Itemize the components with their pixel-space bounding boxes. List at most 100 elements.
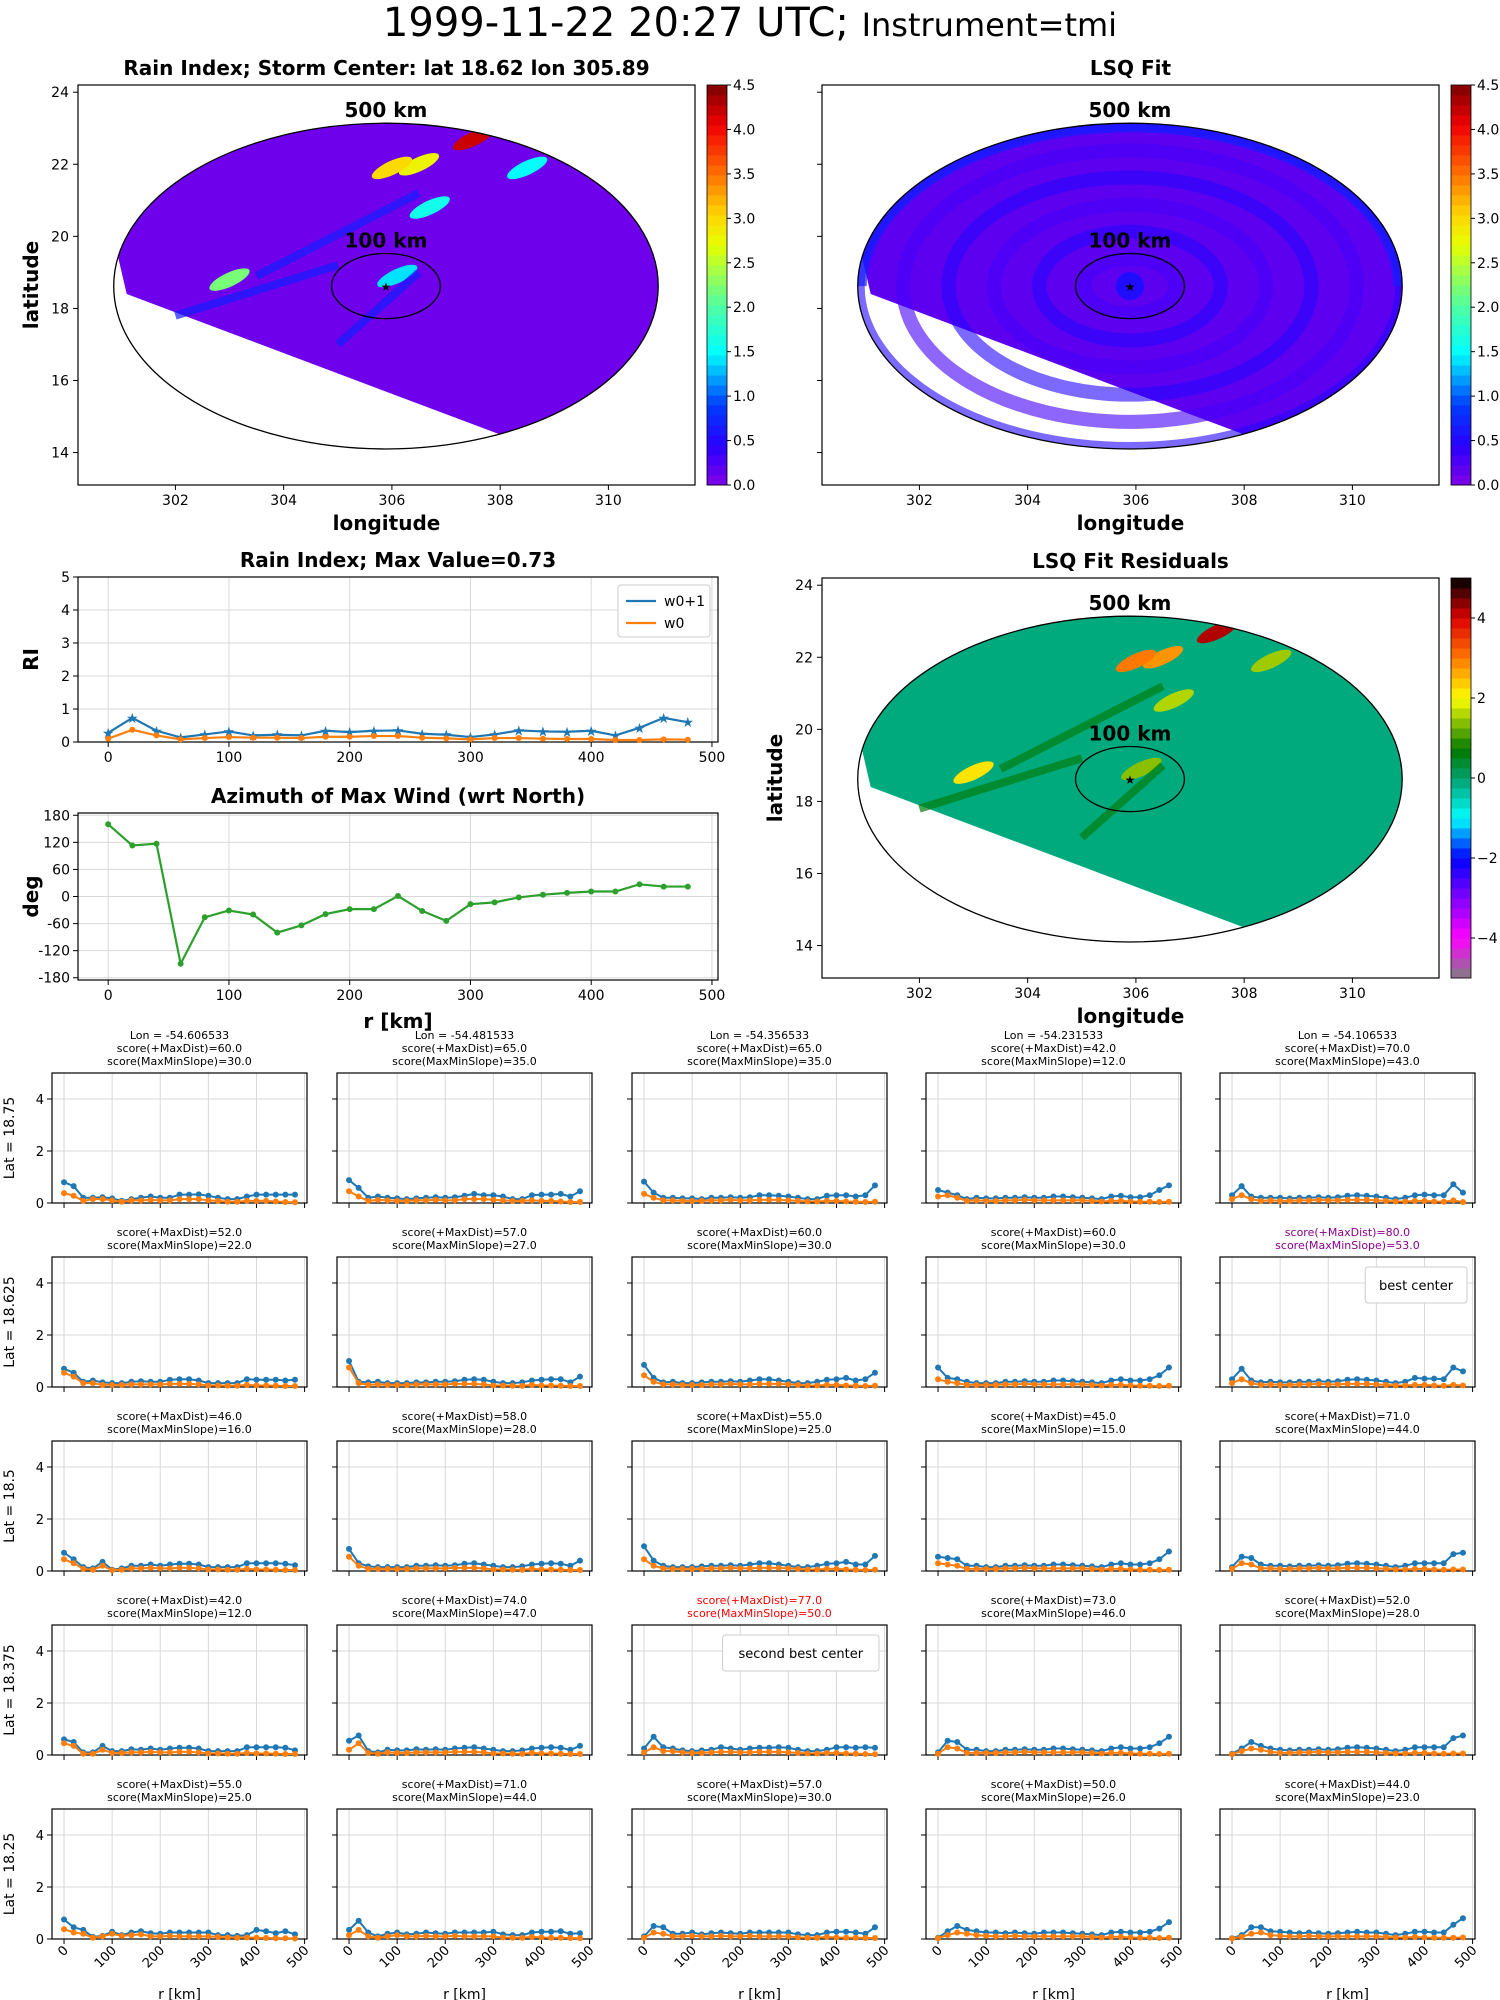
data-point bbox=[1117, 1565, 1124, 1572]
data-point bbox=[1146, 1744, 1153, 1751]
colorbar-segment bbox=[707, 275, 727, 286]
x-tick-label: 0 bbox=[104, 750, 113, 766]
data-point bbox=[1373, 1381, 1380, 1388]
colorbar-segment bbox=[1451, 185, 1471, 196]
data-point bbox=[403, 1933, 410, 1940]
data-point bbox=[871, 1566, 878, 1573]
panel-score-label: score(MaxMinSlope)=26.0 bbox=[981, 1791, 1126, 1804]
data-point bbox=[766, 1380, 773, 1387]
data-point bbox=[243, 1193, 250, 1200]
data-point bbox=[567, 1193, 574, 1200]
data-point bbox=[1156, 1187, 1163, 1193]
lat-label: Lat = 18.625 bbox=[2, 1276, 18, 1368]
data-point bbox=[636, 737, 643, 744]
data-point bbox=[1344, 1744, 1351, 1751]
data-point bbox=[1344, 1376, 1351, 1383]
data-point bbox=[105, 735, 112, 742]
data-point bbox=[253, 1376, 260, 1383]
x-axis-label: r [km] bbox=[1032, 1987, 1075, 2000]
colorbar-segment bbox=[707, 375, 727, 386]
data-point bbox=[1079, 1565, 1086, 1572]
data-point bbox=[1088, 1197, 1095, 1204]
data-point bbox=[263, 1560, 270, 1567]
x-tick-label: 306 bbox=[379, 493, 406, 509]
panel-score-label: Lon = -54.606533 bbox=[130, 1029, 229, 1042]
data-point bbox=[1277, 1749, 1284, 1756]
data-point bbox=[186, 1191, 193, 1198]
colorbar-segment bbox=[1451, 405, 1471, 416]
data-point bbox=[1069, 1381, 1076, 1388]
data-point bbox=[794, 1197, 801, 1204]
data-point bbox=[109, 1381, 116, 1388]
center-panel-r1-c3: score(+MaxDist)=60.0score(MaxMinSlope)=3… bbox=[921, 1226, 1182, 1392]
center-panel-r2-c2: score(+MaxDist)=55.0score(MaxMinSlope)=2… bbox=[627, 1410, 888, 1576]
data-point bbox=[519, 1197, 526, 1204]
data-point bbox=[1079, 1197, 1086, 1204]
data-point bbox=[727, 1748, 734, 1755]
plot-bg bbox=[337, 1257, 592, 1387]
data-point bbox=[1354, 1564, 1361, 1571]
x-axis-label: r [km] bbox=[738, 1987, 781, 2000]
data-point bbox=[1165, 1934, 1172, 1941]
y-tick-label: -120 bbox=[38, 944, 70, 960]
data-point bbox=[467, 736, 474, 743]
center-panel-r4-c4: 0 100 200 300 400 500 r [km] score(+MaxDist)=44… bbox=[1215, 1778, 1480, 2000]
x-tick-label: 200 bbox=[720, 1943, 748, 1971]
data-point bbox=[80, 1565, 87, 1572]
data-point bbox=[548, 1744, 555, 1751]
data-point bbox=[365, 1565, 372, 1572]
data-point bbox=[263, 1197, 270, 1204]
data-point bbox=[935, 1193, 942, 1200]
data-point bbox=[823, 1197, 830, 1204]
data-point bbox=[1079, 1749, 1086, 1756]
data-point bbox=[61, 1926, 68, 1933]
series-line-w0+1 bbox=[107, 716, 689, 739]
data-point bbox=[528, 1745, 535, 1752]
data-point bbox=[243, 1934, 250, 1941]
data-point bbox=[1156, 1934, 1163, 1941]
data-point bbox=[871, 1744, 878, 1751]
colorbar-segment bbox=[707, 475, 727, 486]
data-point bbox=[1040, 1197, 1047, 1204]
data-point bbox=[689, 1749, 696, 1756]
data-point bbox=[224, 1934, 231, 1941]
data-point bbox=[166, 1565, 173, 1572]
data-point bbox=[1012, 1381, 1019, 1388]
data-point bbox=[432, 1565, 439, 1572]
data-point bbox=[944, 1932, 951, 1939]
data-point bbox=[1031, 1749, 1038, 1756]
data-point bbox=[282, 1377, 289, 1384]
data-point bbox=[1117, 1928, 1124, 1935]
data-point bbox=[766, 1196, 773, 1203]
data-point bbox=[538, 1197, 545, 1204]
data-point bbox=[538, 1560, 545, 1567]
data-point bbox=[1431, 1744, 1438, 1751]
data-point-star: ★ bbox=[126, 711, 139, 727]
data-point bbox=[528, 1561, 535, 1568]
data-point-star: ★ bbox=[682, 715, 695, 731]
colorbar-segment bbox=[1451, 275, 1471, 286]
plot-frame bbox=[77, 576, 719, 743]
data-point bbox=[243, 1560, 250, 1567]
data-point bbox=[272, 1750, 279, 1757]
data-point bbox=[519, 1934, 526, 1941]
data-point bbox=[291, 1191, 298, 1198]
data-point bbox=[355, 1926, 362, 1933]
data-point bbox=[480, 1381, 487, 1388]
data-point bbox=[166, 1749, 173, 1756]
map-title: LSQ Fit Residuals bbox=[1032, 549, 1229, 573]
data-point bbox=[1411, 1560, 1418, 1567]
data-point bbox=[538, 1750, 545, 1757]
data-point bbox=[442, 1381, 449, 1388]
data-point bbox=[1421, 1565, 1428, 1572]
data-point bbox=[1050, 1565, 1057, 1572]
data-point bbox=[650, 1189, 657, 1196]
data-point bbox=[963, 1197, 970, 1204]
data-point bbox=[756, 1192, 763, 1199]
colorbar-segment bbox=[1451, 285, 1471, 296]
data-point bbox=[1459, 1934, 1466, 1941]
data-point bbox=[538, 1744, 545, 1751]
data-point bbox=[1117, 1749, 1124, 1756]
data-point bbox=[346, 1932, 353, 1939]
panel-score-label: score(MaxMinSlope)=35.0 bbox=[392, 1055, 537, 1068]
